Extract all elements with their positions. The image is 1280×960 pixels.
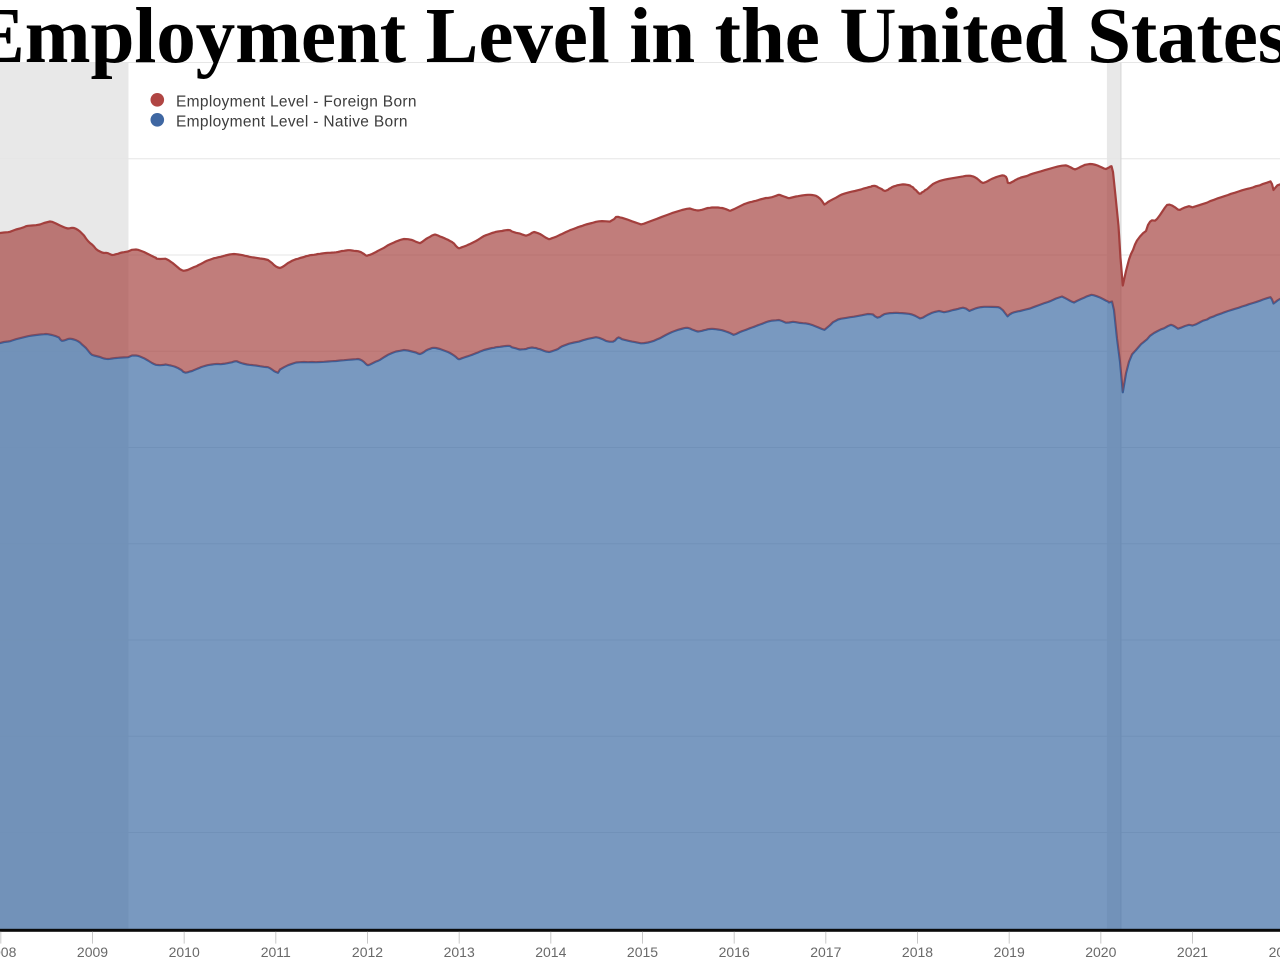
svg-text:2011: 2011 [261, 944, 291, 960]
svg-text:2009: 2009 [77, 944, 108, 960]
svg-text:2017: 2017 [810, 944, 841, 960]
svg-text:2015: 2015 [627, 944, 658, 960]
svg-text:Employment Level - Native Born: Employment Level - Native Born [176, 114, 408, 131]
svg-text:2018: 2018 [902, 944, 933, 960]
svg-text:2020: 2020 [1085, 944, 1116, 960]
svg-text:2014: 2014 [535, 944, 566, 960]
svg-text:2008: 2008 [0, 944, 17, 960]
svg-text:2016: 2016 [719, 944, 750, 960]
svg-text:2022: 2022 [1269, 944, 1280, 960]
svg-text:Employment Level - Foreign Bor: Employment Level - Foreign Born [176, 94, 417, 111]
svg-text:2012: 2012 [352, 944, 383, 960]
svg-text:2013: 2013 [444, 944, 475, 960]
svg-text:2010: 2010 [169, 944, 200, 960]
svg-text:2021: 2021 [1177, 944, 1208, 960]
svg-text:2019: 2019 [994, 944, 1025, 960]
